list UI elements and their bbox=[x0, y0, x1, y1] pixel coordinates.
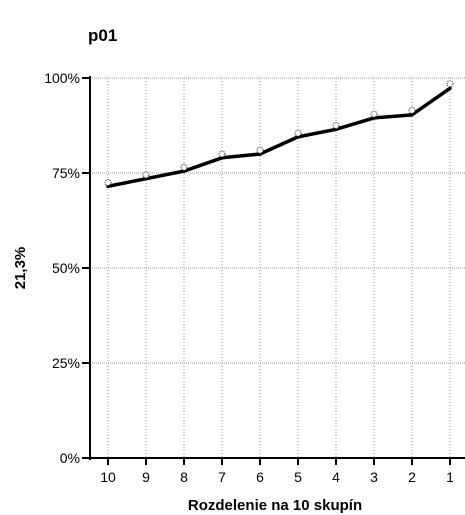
x-tick-label: 10 bbox=[100, 469, 116, 485]
y-tick-label: 75% bbox=[52, 165, 80, 181]
data-point-marker bbox=[332, 122, 340, 129]
series-line-segment bbox=[182, 156, 224, 173]
ticks: 0% 25% 50% 75% 100% 10 9 8 7 6 5 4 3 2 1 bbox=[44, 70, 454, 485]
y-tick-label: 25% bbox=[52, 355, 80, 371]
y-tick-label: 0% bbox=[60, 450, 80, 466]
series-line-segment bbox=[410, 86, 452, 117]
series-line-segment bbox=[372, 113, 414, 120]
y-tick-label: 50% bbox=[52, 260, 80, 276]
x-tick-label: 2 bbox=[408, 469, 416, 485]
data-point-marker bbox=[256, 146, 264, 154]
data-point-marker bbox=[370, 110, 378, 118]
grid bbox=[90, 77, 465, 458]
data-point-marker bbox=[180, 163, 188, 171]
series-line-group bbox=[106, 86, 452, 189]
x-tick-label: 1 bbox=[446, 469, 454, 485]
x-tick-label: 6 bbox=[256, 469, 264, 485]
y-axis-title: 21,3% bbox=[12, 247, 29, 290]
x-tick-label: 7 bbox=[218, 469, 226, 485]
data-point-marker bbox=[218, 150, 226, 158]
series-line-segment bbox=[258, 135, 300, 156]
data-point-marker bbox=[294, 129, 302, 137]
x-tick-label: 4 bbox=[332, 469, 340, 485]
data-point-marker bbox=[142, 171, 150, 179]
x-tick-label: 3 bbox=[370, 469, 378, 485]
data-point-marker bbox=[446, 80, 454, 88]
x-tick-label: 5 bbox=[294, 469, 302, 485]
x-tick-label: 8 bbox=[180, 469, 188, 485]
series-line-segment bbox=[296, 127, 338, 139]
series-line-segment bbox=[106, 176, 148, 189]
series-markers-group bbox=[104, 80, 454, 186]
data-point-marker bbox=[408, 106, 416, 114]
x-tick-label: 9 bbox=[142, 469, 150, 485]
series-line-segment bbox=[334, 116, 376, 132]
x-axis-title: Rozdelenie na 10 skupín bbox=[188, 497, 362, 514]
chart-title: p01 bbox=[88, 26, 117, 45]
series-line-segment bbox=[144, 169, 186, 181]
data-point-marker bbox=[104, 179, 112, 186]
y-tick-label: 100% bbox=[44, 70, 80, 86]
series-line-segment bbox=[220, 152, 262, 160]
